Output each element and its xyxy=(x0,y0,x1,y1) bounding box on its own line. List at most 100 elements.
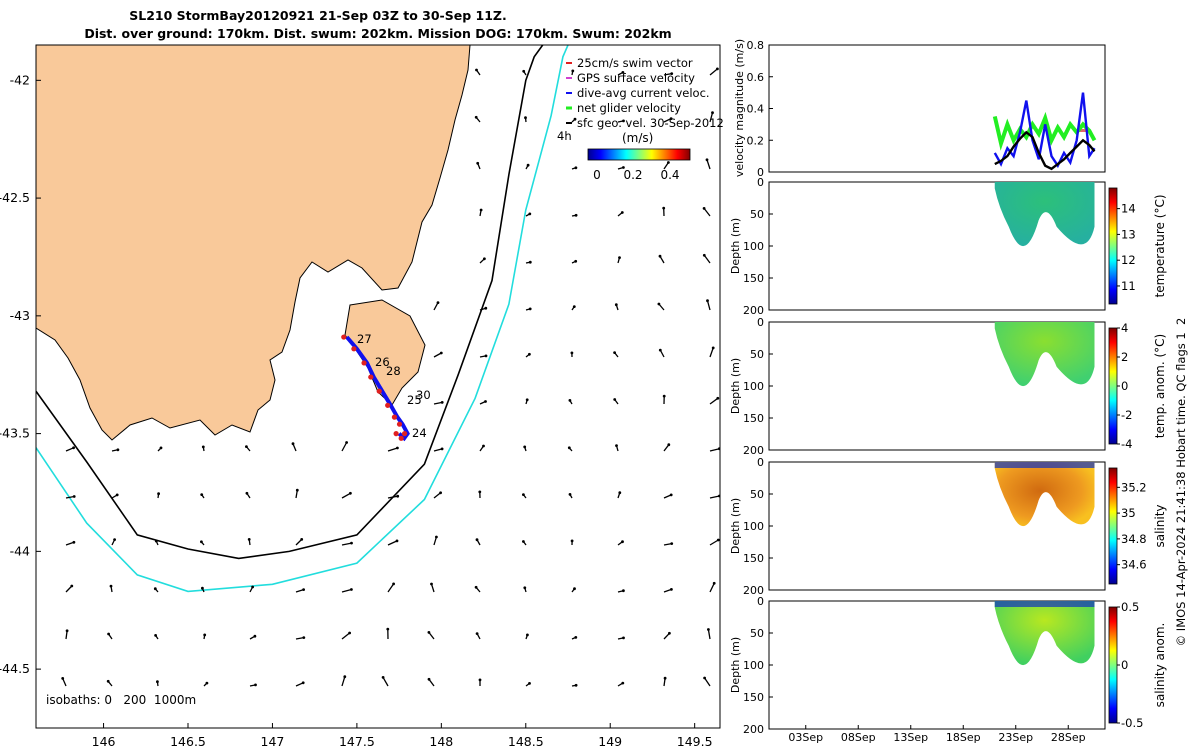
colorbar-tick-label: -2 xyxy=(1121,408,1132,422)
velocity-arrow-head xyxy=(702,253,706,257)
day-label: 27 xyxy=(357,332,372,346)
velocity-arrow-head xyxy=(621,681,625,685)
velocity-arrow xyxy=(341,442,348,452)
swim-vector-point xyxy=(361,360,367,366)
velocity-arrow-head xyxy=(107,632,110,636)
velocity-arrow-head xyxy=(153,587,157,591)
velocity-arrow-head xyxy=(70,584,74,588)
velocity-arrow-head xyxy=(618,491,622,495)
velocity-arrow-head xyxy=(476,161,480,165)
timestamp-label: 4h xyxy=(557,129,572,143)
map-xtick-label: 147 xyxy=(261,734,285,749)
map-ytick-label: -44.5 xyxy=(0,661,30,676)
velocity-arrow-head xyxy=(482,444,485,448)
colorbar-tick: 0.2 xyxy=(623,168,642,182)
velocity-arrow-head xyxy=(622,636,625,640)
velocity-arrow-head xyxy=(474,115,478,119)
colorbar-tick-label: 0 xyxy=(1121,658,1128,672)
velocity-arrow xyxy=(709,583,715,593)
depth-tick-label: 100 xyxy=(743,380,764,393)
velocity-arrow-head xyxy=(570,351,574,355)
colorbar-tick: 0 xyxy=(593,168,601,182)
velocity-arrow-head xyxy=(621,71,625,74)
depth-ylabel: Depth (m) xyxy=(729,218,742,274)
velocity-arrow-head xyxy=(567,446,571,450)
velocity-arrow-head xyxy=(573,117,577,121)
velocity-arrow-head xyxy=(620,211,624,214)
map-ytick-label: -43 xyxy=(10,308,30,323)
depth-tick-label: 200 xyxy=(743,444,764,457)
velocity-arrow-head xyxy=(667,443,671,447)
velocity-ytick-label: 0.4 xyxy=(747,103,765,116)
velocity-arrow xyxy=(387,495,398,499)
velocity-arrow-head xyxy=(72,495,76,498)
velocity-arrow-head xyxy=(484,354,488,358)
velocity-arrow xyxy=(387,583,395,593)
velocity-arrow-head xyxy=(703,676,706,680)
velocity-arrow-head xyxy=(254,683,257,687)
velocity-arrow-head xyxy=(72,446,75,450)
velocity-arrow-head xyxy=(435,535,438,539)
velocity-arrow-head xyxy=(614,303,618,307)
velocity-arrow-head xyxy=(669,493,673,497)
velocity-arrow-head xyxy=(116,448,120,452)
velocity-arrow-head xyxy=(528,260,532,264)
time-xtick-label: 18Sep xyxy=(946,731,981,744)
colorbar-tick-label: 34.8 xyxy=(1121,532,1147,546)
velocity-arrow-head xyxy=(707,628,710,631)
velocity-arrow-head xyxy=(201,445,205,449)
velocity-arrow-head xyxy=(522,540,525,543)
legend-net-velocity: net glider velocity xyxy=(577,101,681,115)
colorbar-unit: (m/s) xyxy=(622,131,653,145)
velocity-arrow xyxy=(709,539,719,546)
velocity-arrow-head xyxy=(154,539,158,543)
velocity-arrow-head xyxy=(711,111,714,115)
velocity-arrow-head xyxy=(670,72,674,75)
velocity-arrow-head xyxy=(474,585,478,589)
velocity-arrow-head xyxy=(350,588,353,591)
velocity-arrow-head xyxy=(345,441,348,444)
velocity-arrow-head xyxy=(253,634,257,638)
velocity-arrow-head xyxy=(295,488,299,492)
velocity-arrow-head xyxy=(157,492,161,496)
velocity-arrow-head xyxy=(615,444,618,447)
velocity-arrow xyxy=(706,159,711,170)
velocity-arrow-head xyxy=(203,633,207,637)
depth-ylabel: Depth (m) xyxy=(729,358,742,414)
depth-tick-label: 150 xyxy=(743,552,764,565)
velocity-arrow xyxy=(709,347,714,358)
map-ytick-label: -42.5 xyxy=(0,190,30,205)
time-xtick-label: 13Sep xyxy=(893,731,928,744)
velocity-panel: 0 0.2 0.4 0.6 0.8 velocity magnitude (m/s) xyxy=(733,39,1106,179)
velocity-arrow xyxy=(433,492,442,499)
colorbar-tick-label: 34.6 xyxy=(1121,558,1147,572)
swim-vector-point xyxy=(391,414,398,420)
velocity-ytick-label: 0 xyxy=(757,166,764,179)
depth-ylabel: Depth (m) xyxy=(729,498,742,554)
velocity-arrow-head xyxy=(572,305,576,308)
velocity-arrow-head xyxy=(247,538,251,541)
velocity-arrow-head xyxy=(568,493,572,496)
velocity-arrow xyxy=(709,112,714,123)
legend-sfc-geo: sfc geo. vel. 30-Sep-2012 xyxy=(577,116,724,130)
velocity-arrow-head xyxy=(475,632,479,635)
colorbar-tick-label: 4 xyxy=(1121,321,1128,335)
depth-tick-label: 50 xyxy=(750,208,764,221)
velocity-arrow-head xyxy=(439,351,443,355)
velocity-arrow-head xyxy=(705,158,709,162)
velocity-arrow xyxy=(387,540,398,546)
velocity-arrow xyxy=(341,492,351,499)
velocity-arrow-head xyxy=(291,442,295,446)
velocity-arrow-head xyxy=(716,67,719,71)
velocity-arrow-head xyxy=(662,206,666,210)
velocity-arrow-head xyxy=(205,681,209,685)
velocity-arrow-head xyxy=(574,259,578,263)
velocity-arrow-head xyxy=(479,208,483,212)
profile-panel: 0 50 100 150 200 Depth (m) 11 12 13 14 temperature… xyxy=(729,176,1167,317)
velocity-arrow xyxy=(707,629,711,640)
land-tasmania xyxy=(36,45,471,441)
profile-panel: 0 50 100 150 200 Depth (m) 34.6 34.8 35 35.2 salin… xyxy=(729,456,1167,597)
colorbar-tick-label: 35.2 xyxy=(1121,480,1147,494)
depth-tick-label: 50 xyxy=(750,348,764,361)
velocity-arrow-head xyxy=(524,116,527,120)
